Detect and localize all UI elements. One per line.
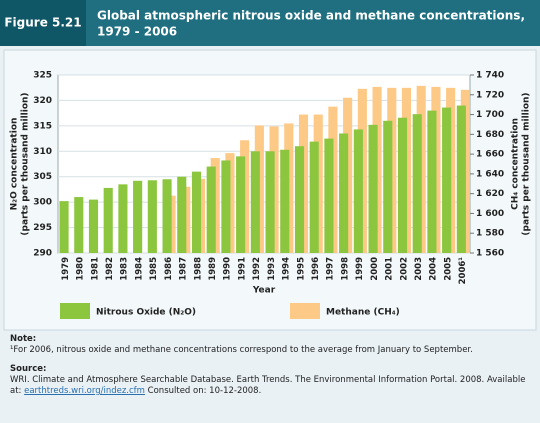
bar (294, 146, 305, 253)
y2-tick-label: 1 740 (476, 71, 504, 81)
y-tick-label: 295 (33, 223, 52, 233)
note: ¹For 2006, nitrous oxide and methane con… (10, 345, 473, 355)
bar (427, 110, 437, 253)
y-tick-label: 300 (33, 198, 52, 208)
bar (147, 180, 157, 253)
bar (162, 179, 172, 253)
x-tick-label: 2003 (414, 257, 424, 281)
x-tick-label: 1991 (237, 257, 247, 281)
bar (339, 133, 349, 253)
bar (74, 197, 84, 253)
x-tick-label: 1999 (355, 257, 365, 281)
x-tick-label: 1996 (311, 257, 321, 281)
y2-axis-label: (parts per thousand million) (522, 92, 532, 235)
notes: Note: ¹For 2006, nitrous oxide and metha… (10, 334, 530, 397)
note-heading: Note: (10, 334, 37, 344)
x-tick-label: 1990 (223, 257, 233, 281)
y2-tick-label: 1 680 (476, 130, 504, 140)
legend-label: Methane (CH₄) (326, 308, 400, 318)
y2-tick-label: 1 600 (476, 209, 504, 219)
bar (442, 107, 452, 253)
source-link[interactable]: earthtreds.wri.org/indez.cfm (24, 386, 145, 396)
title-line: 1979 - 2006 (97, 25, 177, 39)
y2-tick-label: 1 620 (476, 189, 504, 199)
y-axis-label: (parts per thousand million) (21, 92, 31, 235)
bar (88, 199, 99, 253)
bar (383, 120, 393, 254)
source-heading: Source: (10, 364, 47, 374)
x-tick-label: 1983 (120, 257, 130, 281)
y-tick-label: 315 (33, 121, 52, 131)
bar (191, 171, 202, 253)
bar (324, 138, 334, 253)
x-tick-label: 2006¹ (458, 257, 468, 285)
x-tick-label: 1982 (105, 257, 115, 281)
bar (103, 187, 113, 253)
figure-label: Figure 5.21 (4, 16, 81, 30)
bar (456, 105, 466, 253)
x-tick-label: 1988 (193, 257, 203, 281)
figure-label-box (0, 0, 86, 46)
source: WRI. Climate and Atmosphere Searchable D… (10, 375, 526, 396)
bar (118, 184, 128, 253)
x-tick-label: 1994 (282, 257, 292, 281)
x-axis-label: Year (252, 286, 276, 296)
y2-axis-label: CH₄ concentration (511, 118, 521, 210)
x-tick-label: 1998 (340, 257, 350, 281)
y-tick-label: 325 (33, 71, 52, 81)
y-tick-label: 310 (33, 147, 52, 157)
bar (59, 201, 69, 253)
y2-tick-label: 1 640 (476, 169, 504, 179)
bar (206, 166, 216, 253)
bar (250, 151, 260, 253)
title-line: Global atmospheric nitrous oxide and met… (97, 9, 525, 23)
x-tick-label: 1989 (208, 257, 218, 281)
x-tick-label: 1984 (134, 257, 144, 281)
x-tick-label: 1997 (326, 257, 336, 281)
x-tick-label: 1993 (267, 257, 277, 281)
y-tick-label: 305 (33, 172, 52, 182)
bar (236, 156, 246, 253)
bar (280, 149, 290, 253)
y-tick-label: 290 (33, 249, 52, 259)
bar (265, 151, 275, 253)
x-tick-label: 1992 (252, 257, 262, 281)
x-tick-label: 1987 (179, 257, 189, 281)
bar (412, 114, 422, 253)
bar (397, 117, 408, 253)
x-tick-label: 2002 (399, 257, 409, 281)
y2-tick-label: 1 660 (476, 150, 504, 160)
x-tick-label: 2000 (370, 257, 380, 281)
x-tick-label: 2001 (385, 257, 395, 281)
bar (353, 129, 363, 253)
y-axis-label: N₂O concentration (10, 118, 20, 211)
x-tick-label: 2005 (443, 257, 453, 281)
bar (133, 180, 143, 253)
x-tick-label: 2004 (429, 257, 439, 281)
x-tick-label: 1981 (90, 257, 100, 281)
bar (221, 160, 231, 253)
y2-tick-label: 1 560 (476, 249, 504, 259)
consulted: Consulted on: 10-12-2008. (147, 386, 262, 396)
bar (177, 176, 187, 253)
bar (368, 124, 378, 253)
x-tick-label: 1980 (76, 257, 86, 281)
y2-tick-label: 1 580 (476, 229, 504, 239)
legend-label: Nitrous Oxide (N₂O) (96, 308, 196, 318)
bar (309, 141, 319, 253)
x-tick-label: 1979 (61, 257, 71, 281)
x-tick-label: 1995 (296, 257, 306, 281)
header-band (0, 0, 540, 46)
x-tick-label: 1986 (164, 257, 174, 281)
legend-swatch (60, 303, 90, 319)
x-tick-label: 1985 (149, 257, 159, 281)
y-tick-label: 320 (33, 96, 52, 106)
y2-tick-label: 1 700 (476, 110, 504, 120)
y2-tick-label: 1 720 (476, 90, 504, 100)
legend-swatch (290, 303, 320, 319)
